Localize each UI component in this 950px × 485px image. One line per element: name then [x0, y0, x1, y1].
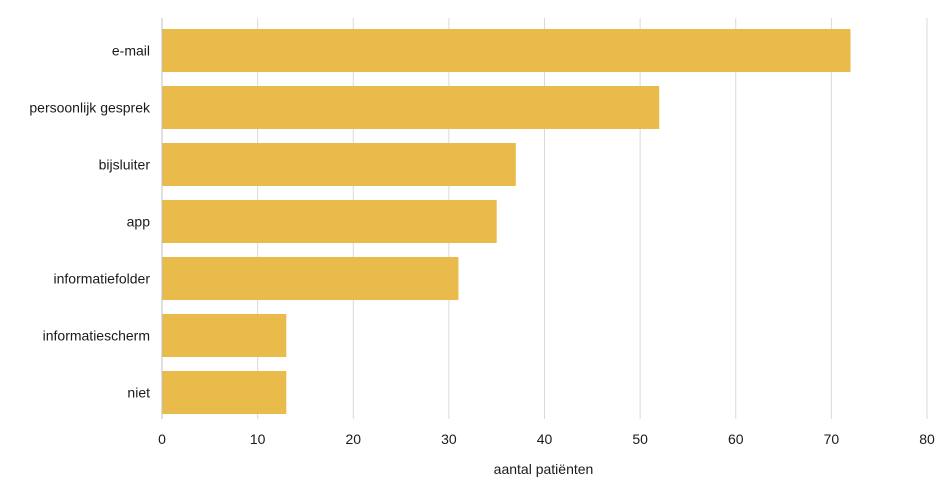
- x-tick-label: 10: [250, 431, 266, 447]
- x-tick-label: 30: [441, 431, 457, 447]
- category-label: niet: [127, 385, 150, 401]
- bar-persoonlijk-gesprek: [162, 86, 660, 129]
- bar-bijsluiter: [162, 143, 516, 186]
- bars: [162, 29, 851, 414]
- bar-app: [162, 200, 497, 243]
- bar-niet: [162, 371, 287, 414]
- x-tick-label: 20: [345, 431, 361, 447]
- bar-informatiescherm: [162, 314, 287, 357]
- category-labels: e-mail persoonlijk gesprek bijsluiter app in…: [29, 43, 151, 401]
- category-label: app: [127, 214, 151, 230]
- category-label: informatiefolder: [54, 271, 151, 287]
- x-tick-label: 80: [919, 431, 935, 447]
- category-label: bijsluiter: [99, 157, 151, 173]
- x-tick-label: 60: [728, 431, 744, 447]
- x-tick-label: 40: [537, 431, 553, 447]
- x-tick-label: 0: [158, 431, 166, 447]
- bar-e-mail: [162, 29, 851, 72]
- bar-informatiefolder: [162, 257, 459, 300]
- x-axis-title: aantal patiënten: [494, 461, 594, 477]
- category-label: persoonlijk gesprek: [29, 100, 151, 116]
- x-tick-label: 70: [824, 431, 840, 447]
- x-tick-label: 50: [632, 431, 648, 447]
- x-tick-labels: 0 10 20 30 40 50 60 70 80: [158, 431, 935, 447]
- category-label: informatiescherm: [43, 328, 150, 344]
- category-label: e-mail: [112, 43, 150, 59]
